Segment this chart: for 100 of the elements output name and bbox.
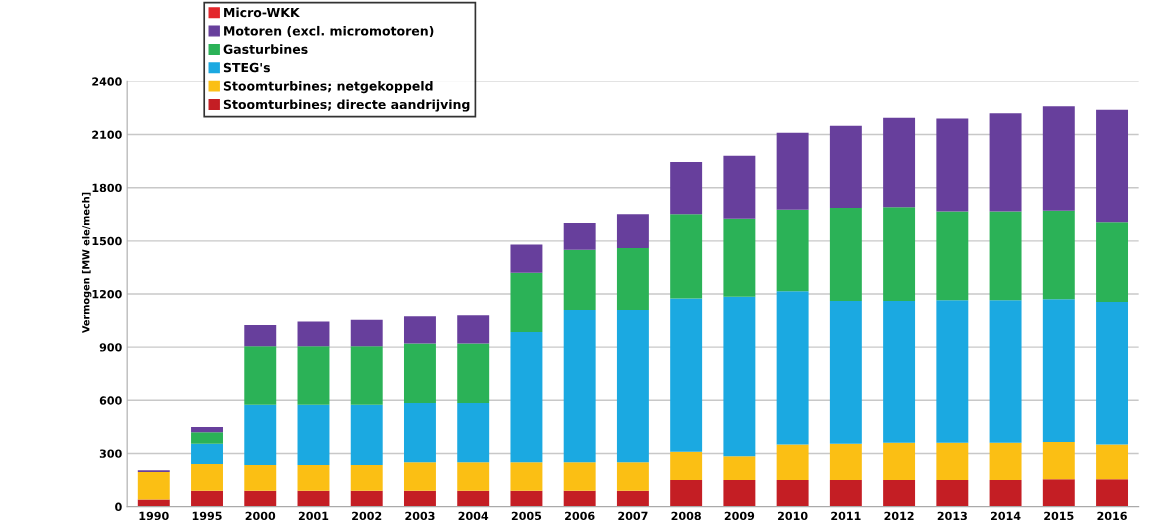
bar (829, 480, 862, 507)
bar (776, 480, 809, 507)
bar (563, 309, 596, 463)
bar (244, 346, 277, 405)
bar (510, 272, 543, 333)
bar (829, 301, 862, 444)
x-tick-label: 2006 (565, 511, 595, 521)
y-tick-label: 600 (99, 396, 122, 405)
x-tick-label: 2016 (1097, 511, 1127, 521)
bar (403, 462, 436, 491)
bar (191, 426, 223, 433)
bar (297, 321, 330, 347)
bar (829, 443, 862, 481)
x-tick-label: 2011 (831, 511, 861, 521)
x-tick-label: 2002 (352, 511, 382, 521)
bar (191, 490, 223, 507)
bar (883, 301, 916, 443)
x-tick-label: 2013 (937, 511, 967, 521)
bar (191, 432, 223, 444)
legend-label: Motoren (excl. micromotoren) (224, 25, 434, 38)
bar (616, 214, 649, 248)
x-tick-label: 2007 (618, 511, 648, 521)
bar (244, 464, 277, 491)
bar (297, 404, 330, 465)
bar (670, 451, 703, 481)
bar (616, 309, 649, 463)
bar (776, 132, 809, 210)
bar (457, 490, 490, 507)
bar (776, 209, 809, 292)
bar (191, 443, 223, 465)
bar (510, 462, 543, 491)
bar (510, 244, 543, 273)
bar (989, 442, 1022, 481)
x-tick-label: 2004 (458, 511, 489, 521)
bar (936, 118, 969, 212)
bar (883, 480, 916, 507)
legend-label: Stoomturbines; netgekoppeld (223, 80, 433, 94)
bar (989, 300, 1022, 443)
x-tick-label: 2010 (778, 511, 808, 521)
bar (1042, 441, 1075, 480)
bar (563, 249, 596, 310)
legend-label: Gasturbines (223, 44, 308, 54)
bar (1042, 106, 1075, 211)
bar (244, 325, 277, 347)
bar (403, 490, 436, 507)
bar (670, 162, 703, 215)
y-tick-label: 1200 (92, 289, 122, 299)
legend-label: STEG's (223, 62, 270, 73)
bar (670, 214, 703, 299)
bar (350, 464, 383, 491)
bar (723, 218, 756, 297)
legend-label: Stoomturbines; directe aandrijving (223, 99, 470, 112)
bar (936, 442, 969, 481)
bar (297, 464, 330, 491)
bar (1096, 301, 1129, 445)
bar (297, 490, 330, 507)
bar (723, 296, 756, 457)
bar (616, 490, 649, 507)
bar (776, 444, 809, 481)
bar (563, 223, 596, 250)
x-tick-label: 2001 (298, 511, 329, 521)
bar (883, 117, 916, 208)
bar (403, 402, 436, 463)
legend-label: Micro-WKK (224, 7, 301, 18)
bar (1096, 222, 1129, 302)
bar (723, 480, 756, 507)
x-tick-label: 2003 (405, 511, 435, 521)
bar (244, 490, 277, 507)
bar (936, 300, 969, 443)
bar (510, 490, 543, 507)
y-axis-title: Vermogen [MW ele/mech] (81, 192, 92, 334)
bar (670, 480, 703, 507)
bar (350, 490, 383, 507)
bar (563, 490, 596, 507)
bar (510, 332, 543, 463)
y-tick-label: 1800 (92, 183, 122, 193)
y-tick-label: 900 (99, 343, 122, 352)
y-tick-label: 1500 (92, 236, 122, 246)
bar (244, 404, 277, 465)
y-tick-label: 2400 (92, 77, 122, 86)
bar (1096, 479, 1129, 507)
bar (883, 442, 916, 481)
x-tick-label: 1990 (139, 511, 169, 521)
x-tick-label: 2005 (511, 511, 542, 521)
bar (403, 343, 436, 403)
y-tick-label: 2100 (92, 130, 122, 139)
bar (1096, 109, 1129, 223)
bar (723, 456, 756, 481)
bar (989, 113, 1022, 212)
bar (350, 319, 383, 347)
x-tick-label: 2012 (884, 511, 914, 521)
bar (616, 462, 649, 491)
bar (1042, 210, 1075, 300)
x-tick-label: 2000 (245, 511, 276, 521)
x-tick-label: 1995 (192, 511, 222, 521)
y-tick-label: 300 (99, 449, 122, 458)
bar (883, 207, 916, 302)
bar (723, 155, 756, 219)
x-tick-label: 2015 (1044, 511, 1074, 521)
bar (457, 343, 490, 403)
